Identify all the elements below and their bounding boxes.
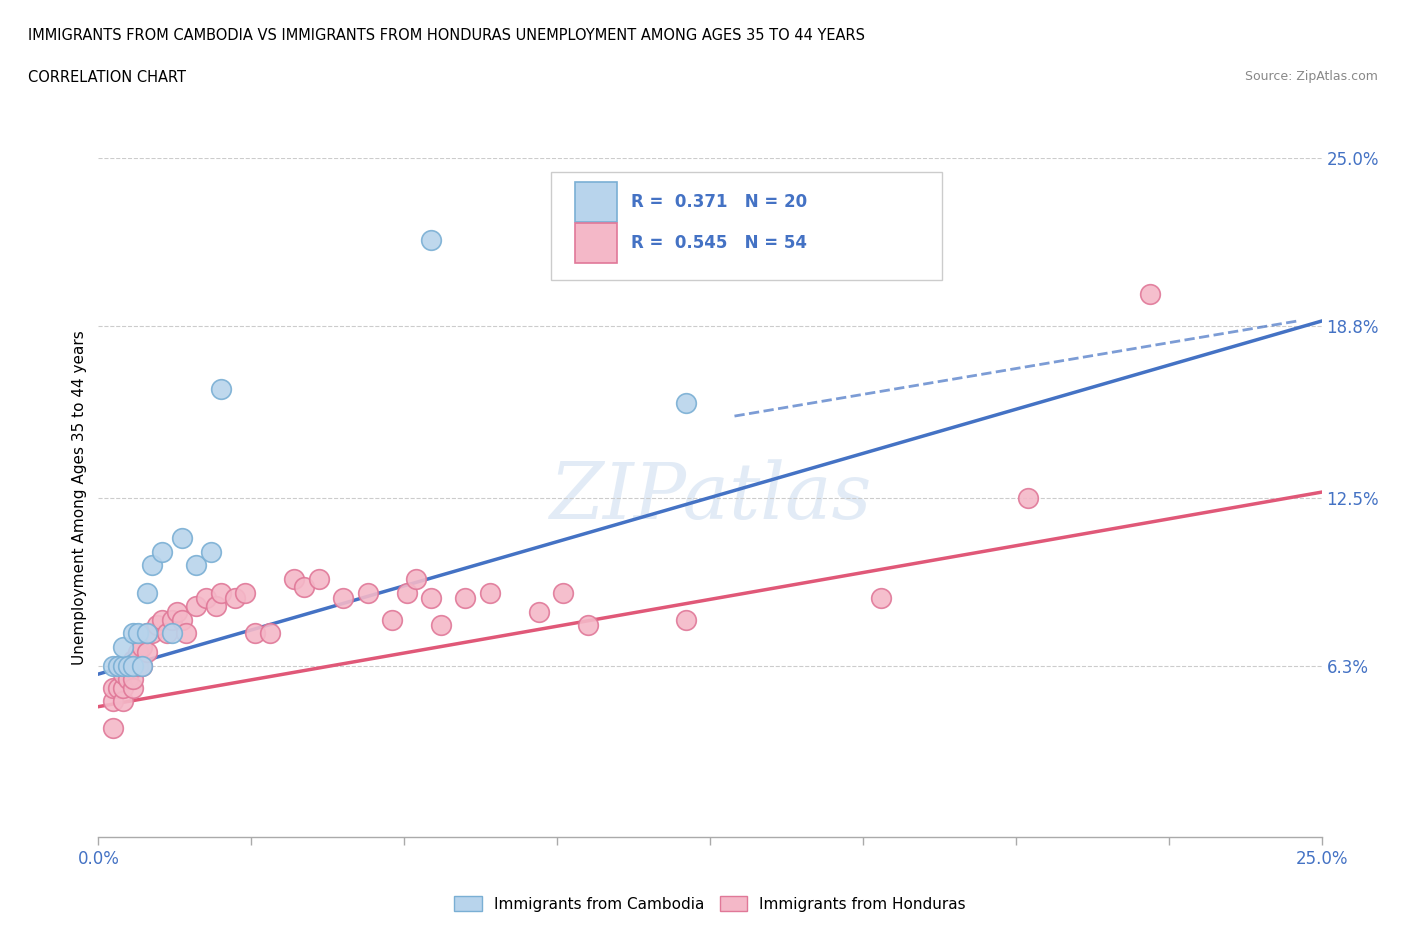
Text: R =  0.545   N = 54: R = 0.545 N = 54 — [630, 234, 807, 252]
Point — [176, 626, 198, 641]
Point — [186, 599, 208, 614]
Point — [150, 544, 173, 559]
Point — [101, 694, 124, 709]
Point — [259, 626, 281, 641]
Point — [136, 585, 159, 600]
Point — [209, 585, 232, 600]
FancyBboxPatch shape — [575, 223, 617, 263]
Point — [478, 585, 501, 600]
Point — [553, 585, 575, 600]
Point — [101, 721, 124, 736]
Point — [101, 658, 124, 673]
Point — [131, 658, 153, 673]
Point — [209, 381, 232, 396]
Point — [156, 626, 179, 641]
FancyBboxPatch shape — [551, 172, 942, 280]
Point — [243, 626, 266, 641]
Point — [127, 626, 149, 641]
Point — [332, 591, 354, 605]
Point — [233, 585, 256, 600]
Point — [1017, 490, 1039, 505]
Point — [136, 626, 159, 641]
Point — [395, 585, 418, 600]
Text: Source: ZipAtlas.com: Source: ZipAtlas.com — [1244, 70, 1378, 83]
Point — [675, 612, 697, 627]
Point — [1139, 286, 1161, 301]
Point — [356, 585, 378, 600]
Point — [283, 572, 305, 587]
Point — [160, 612, 183, 627]
Point — [160, 626, 183, 641]
Point — [107, 680, 129, 695]
Point — [101, 680, 124, 695]
Point — [224, 591, 246, 605]
Point — [136, 644, 159, 659]
Point — [111, 694, 134, 709]
Point — [127, 644, 149, 659]
Point — [121, 672, 143, 687]
Point — [107, 658, 129, 673]
Point — [405, 572, 427, 587]
Point — [205, 599, 228, 614]
Point — [576, 618, 599, 632]
Point — [527, 604, 550, 619]
Point — [146, 618, 169, 632]
Point — [131, 640, 153, 655]
Point — [107, 658, 129, 673]
Point — [127, 658, 149, 673]
Point — [111, 667, 134, 682]
FancyBboxPatch shape — [575, 182, 617, 222]
Point — [308, 572, 330, 587]
Point — [117, 672, 139, 687]
Point — [170, 612, 193, 627]
Point — [420, 591, 443, 605]
Point — [136, 626, 159, 641]
Point — [292, 579, 315, 594]
Point — [111, 640, 134, 655]
Text: ZIPatlas: ZIPatlas — [548, 459, 872, 536]
Point — [121, 680, 143, 695]
Point — [117, 658, 139, 673]
Point — [186, 558, 208, 573]
Point — [170, 531, 193, 546]
Point — [150, 612, 173, 627]
Point — [454, 591, 477, 605]
Point — [121, 626, 143, 641]
Point — [430, 618, 453, 632]
Point — [675, 395, 697, 410]
Point — [111, 658, 134, 673]
Point — [200, 544, 222, 559]
Point — [117, 658, 139, 673]
Point — [870, 591, 893, 605]
Y-axis label: Unemployment Among Ages 35 to 44 years: Unemployment Among Ages 35 to 44 years — [72, 330, 87, 665]
Point — [166, 604, 188, 619]
Text: IMMIGRANTS FROM CAMBODIA VS IMMIGRANTS FROM HONDURAS UNEMPLOYMENT AMONG AGES 35 : IMMIGRANTS FROM CAMBODIA VS IMMIGRANTS F… — [28, 28, 865, 43]
Legend: Immigrants from Cambodia, Immigrants from Honduras: Immigrants from Cambodia, Immigrants fro… — [449, 889, 972, 918]
Text: CORRELATION CHART: CORRELATION CHART — [28, 70, 186, 85]
Point — [420, 232, 443, 247]
Point — [131, 658, 153, 673]
Point — [141, 626, 163, 641]
Point — [195, 591, 218, 605]
Point — [121, 658, 143, 673]
Point — [141, 558, 163, 573]
Text: R =  0.371   N = 20: R = 0.371 N = 20 — [630, 193, 807, 211]
Point — [111, 680, 134, 695]
Point — [121, 653, 143, 668]
Point — [381, 612, 404, 627]
